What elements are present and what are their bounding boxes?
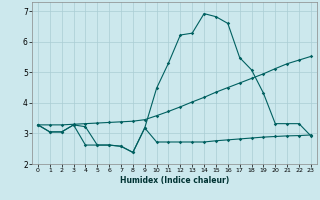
X-axis label: Humidex (Indice chaleur): Humidex (Indice chaleur) xyxy=(120,176,229,185)
